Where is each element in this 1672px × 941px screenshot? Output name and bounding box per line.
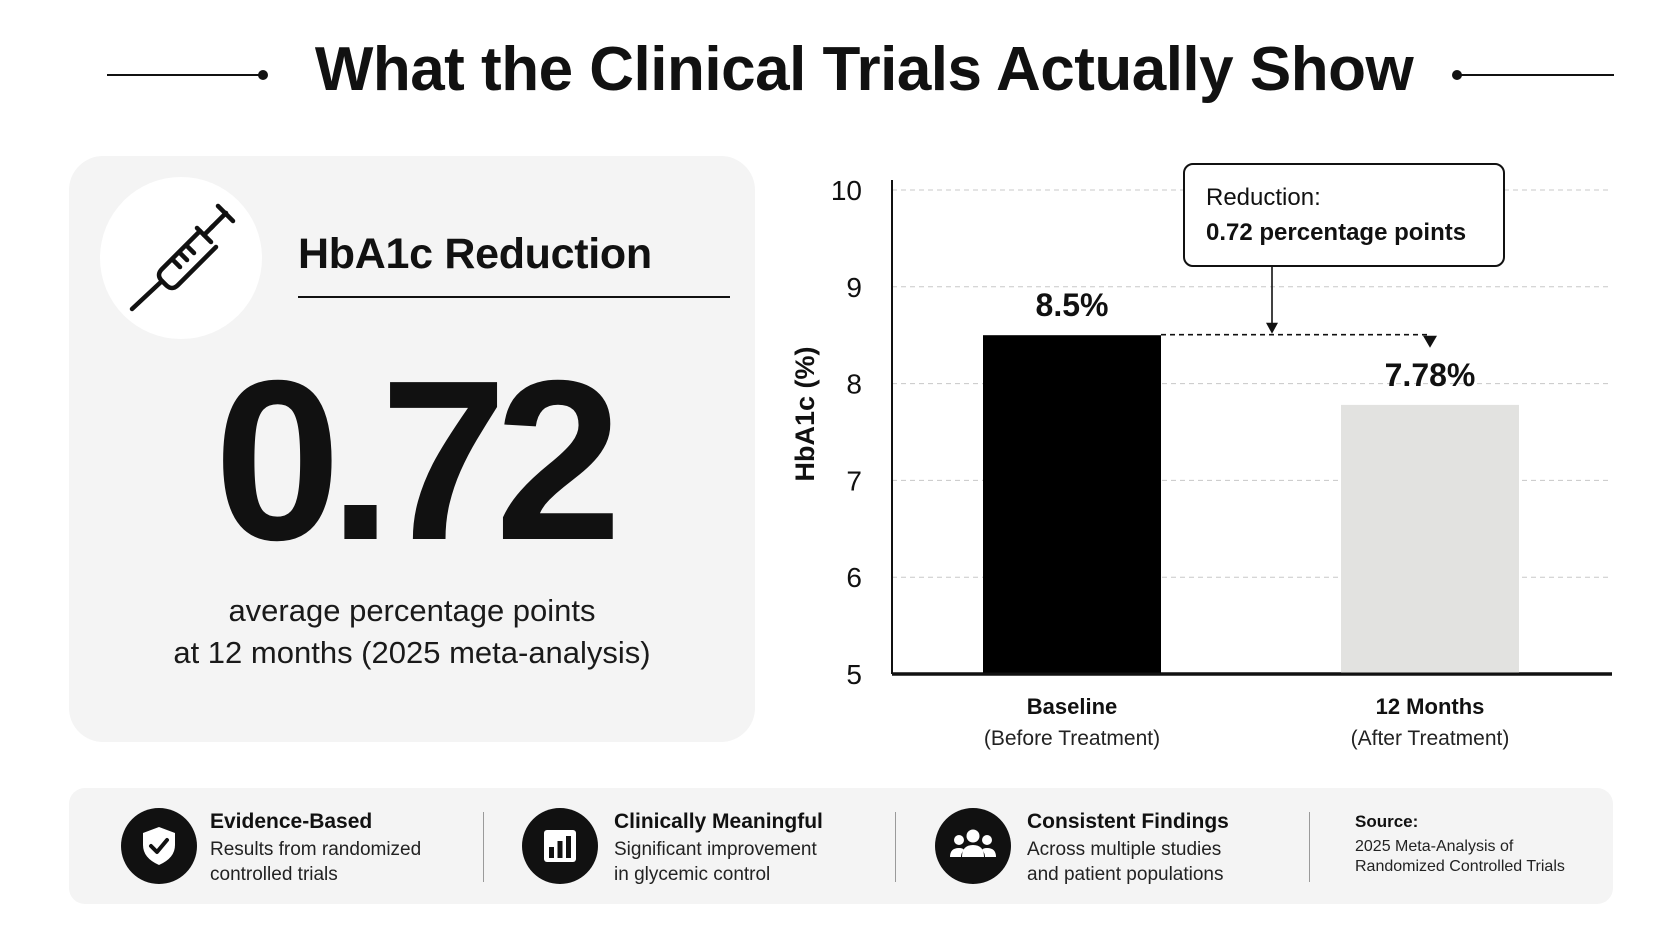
source-note: Source: 2025 Meta-Analysis of Randomized…: [1355, 812, 1565, 876]
header-rule-right: [1459, 74, 1614, 76]
y-tick-label: 7: [846, 465, 862, 496]
source-title: Source:: [1355, 812, 1419, 831]
stat-title-underline: [298, 296, 730, 298]
bar: [1341, 404, 1519, 673]
stat-caption-line1: average percentage points: [228, 593, 596, 628]
feature-desc-line1: Results from randomized: [210, 839, 422, 860]
callout-value: 0.72 percentage points: [1206, 219, 1467, 246]
feature-title: Clinically Meaningful: [614, 810, 823, 833]
bar-value-label: 8.5%: [1036, 287, 1109, 323]
callout-label: Reduction:: [1206, 184, 1321, 211]
stat-value: 0.72: [214, 334, 622, 588]
people-group-icon: [935, 808, 1011, 884]
y-tick-label: 8: [846, 369, 862, 400]
reduction-arrowhead: [1423, 335, 1437, 348]
header-dot-left: [258, 70, 268, 80]
y-axis-label: HbA1c (%): [790, 346, 820, 481]
x-tick-label: 12 Months: [1376, 694, 1485, 719]
bar-value-label: 7.78%: [1385, 357, 1476, 393]
feature-divider: [1309, 812, 1310, 882]
feature-desc-line1: Significant improvement: [614, 839, 817, 860]
source-line1: 2025 Meta-Analysis of: [1355, 838, 1514, 855]
bar: [983, 335, 1161, 673]
feature-divider: [895, 812, 896, 882]
x-tick-label: Baseline: [1027, 694, 1118, 719]
feature-clinically-meaningful: Clinically Meaningful Significant improv…: [522, 788, 862, 904]
stat-caption-line2: at 12 months (2025 meta-analysis): [173, 635, 651, 670]
feature-title: Consistent Findings: [1027, 810, 1229, 833]
bar-chart: 5 6 7 8 9 10 HbA1c (%) 8.5% Baseline (Before Trea…: [770, 150, 1650, 760]
y-tick-label: 6: [846, 562, 862, 593]
feature-title: Evidence-Based: [210, 810, 373, 833]
feature-desc-line2: in glycemic control: [614, 864, 771, 885]
header: What the Clinical Trials Actually Show: [0, 30, 1672, 120]
callout-pointer-arrowhead: [1266, 322, 1278, 334]
y-tick-label: 5: [846, 659, 862, 690]
y-tick-label: 10: [831, 175, 862, 206]
page-title: What the Clinical Trials Actually Show: [314, 35, 1414, 104]
stat-card: HbA1c Reduction 0.72 average percentage …: [69, 156, 755, 742]
source-line2: Randomized Controlled Trials: [1355, 858, 1565, 875]
feature-consistent-findings: Consistent Findings Across multiple stud…: [935, 788, 1275, 904]
feature-desc-line2: controlled trials: [210, 864, 338, 885]
feature-evidence-based: Evidence-Based Results from randomized c…: [121, 788, 461, 904]
bar-chart-icon: [522, 808, 598, 884]
y-tick-label: 9: [846, 272, 862, 303]
feature-desc-line1: Across multiple studies: [1027, 839, 1222, 860]
x-tick-sublabel: (Before Treatment): [984, 727, 1160, 750]
feature-divider: [483, 812, 484, 882]
x-tick-sublabel: (After Treatment): [1351, 727, 1510, 750]
header-dot-right: [1452, 70, 1462, 80]
feature-strip: Evidence-Based Results from randomized c…: [69, 788, 1613, 904]
shield-check-icon: [121, 808, 197, 884]
syringe-icon: [100, 177, 262, 339]
header-rule-left: [107, 74, 262, 76]
reduction-callout: Reduction: 0.72 percentage points: [1183, 163, 1505, 267]
chart-canvas: 5 6 7 8 9 10 HbA1c (%) 8.5% Baseline (Before Trea…: [790, 175, 1612, 750]
stat-title: HbA1c Reduction: [298, 230, 652, 278]
feature-desc-line2: and patient populations: [1027, 864, 1224, 885]
